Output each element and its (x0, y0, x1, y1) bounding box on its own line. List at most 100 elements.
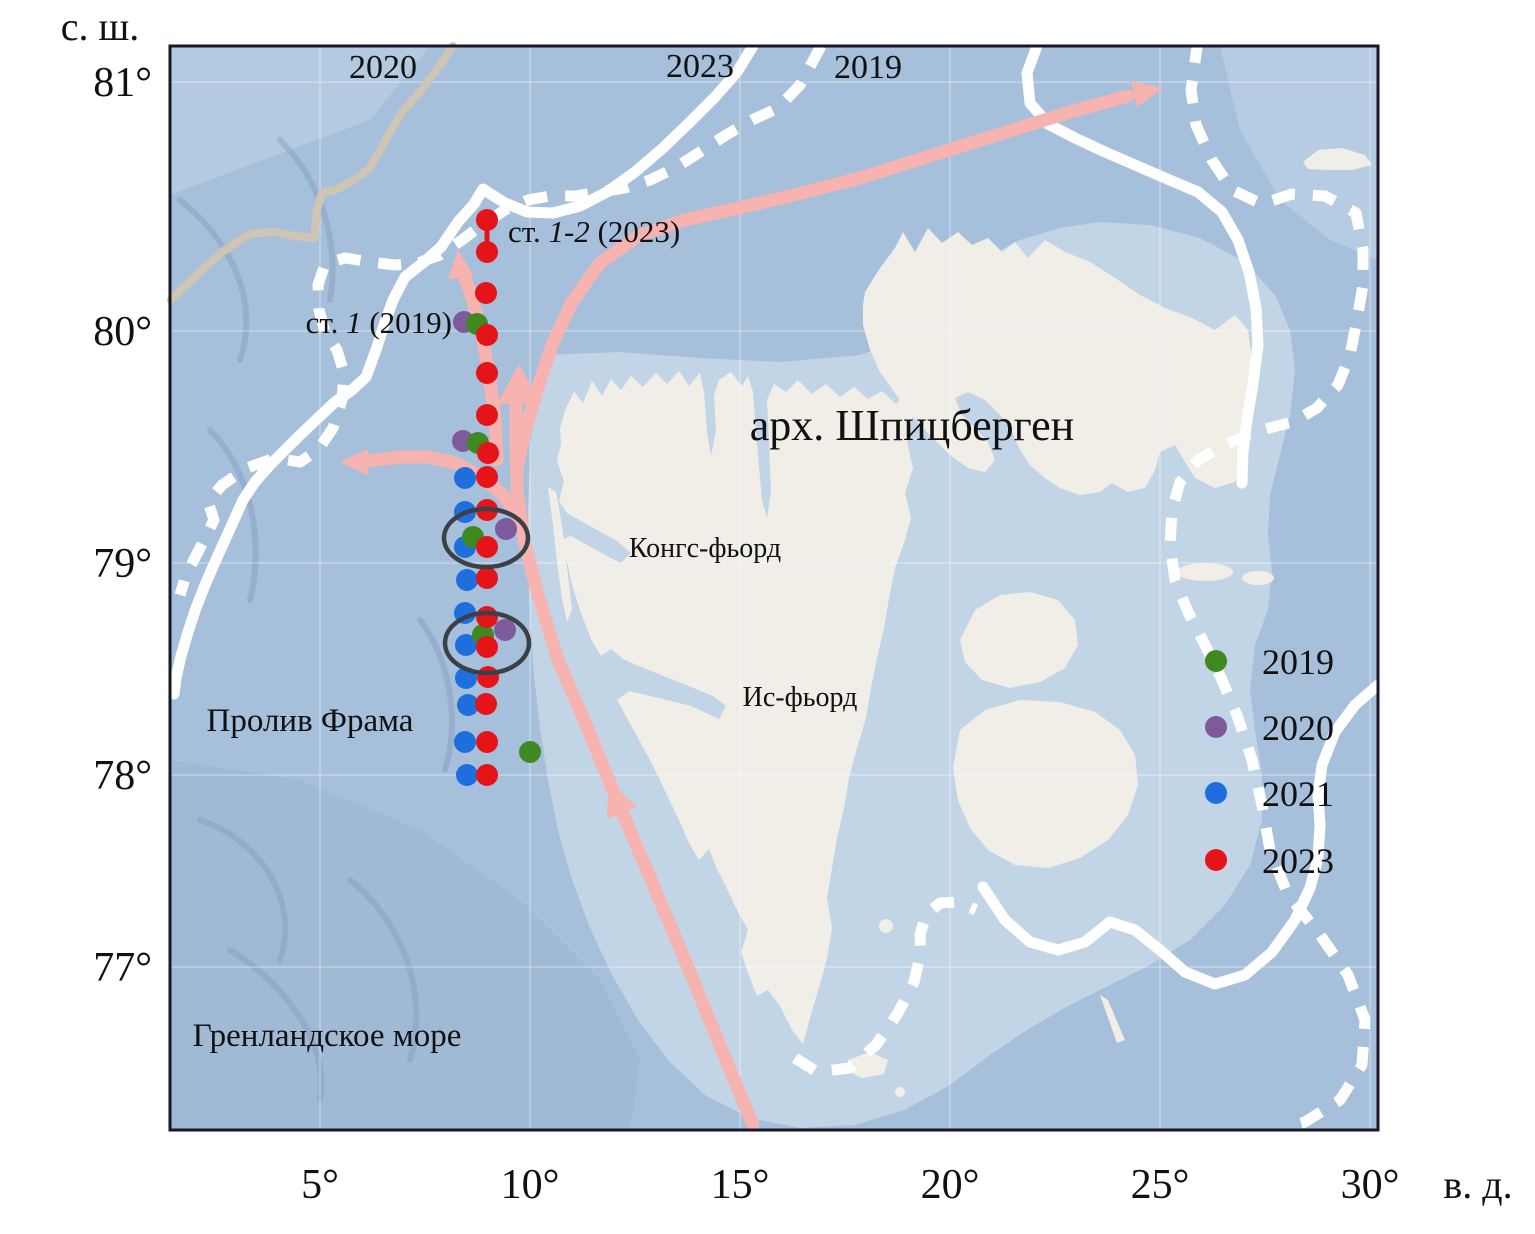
ice-edge-label-2019: 2019 (834, 49, 902, 86)
label-archipelago: арх. Шпицберген (750, 401, 1074, 450)
lon-axis-title: в. д. (1443, 1162, 1512, 1207)
current-arrows (340, 81, 1163, 1132)
kong-karls-land-island (1177, 563, 1233, 581)
legend-swatch-2023 (1205, 849, 1227, 871)
hopen-island (1100, 995, 1125, 1043)
station-dot-2023 (476, 362, 498, 384)
map-frame (168, 44, 1380, 1132)
label-fram-strait: Пролив Фрама (207, 703, 414, 739)
sea-deep-patch-sw (170, 760, 640, 1130)
sea-light-patch-nw (170, 46, 430, 195)
kvitoya-island (1303, 148, 1372, 170)
station-dot-2021 (454, 731, 476, 753)
station-dot-2023 (475, 693, 497, 715)
label-isfjord: Ис-фьорд (743, 682, 858, 713)
station-dot-2021 (456, 569, 478, 591)
sea-light-patch-ne (1220, 46, 1378, 260)
arrowhead-northeast (1131, 81, 1163, 107)
lat-tick-label: 79° (93, 541, 152, 587)
current-branch-west (361, 450, 527, 527)
station-label-suffix: (2019) (362, 305, 452, 340)
station-dot-2021 (455, 634, 477, 656)
legend-label-2023: 2023 (1262, 841, 1334, 881)
legend: 2019 2020 2021 2023 (1205, 642, 1334, 881)
station-dot-2021 (454, 467, 476, 489)
land-layer (548, 148, 1372, 1097)
lat-tick-labels: 81° 80° 79° 78° 77° (93, 60, 152, 991)
station-group-ellipse-south (442, 610, 532, 676)
station-dot-2023 (476, 466, 498, 488)
islet-sorkappoya (846, 1052, 888, 1078)
arrowhead-west (340, 449, 368, 475)
legend-item-2021: 2021 (1205, 774, 1334, 814)
label-greenland-sea: Гренландское море (193, 1018, 462, 1054)
legend-item-2023: 2023 (1205, 841, 1334, 881)
ice-edge-label-2023: 2023 (666, 48, 734, 85)
islet (895, 1087, 905, 1097)
station-label-prefix: ст. (306, 305, 346, 340)
lon-tick-labels: 5° 10° 15° 20° 25° 30° (301, 1162, 1399, 1208)
prins-karls-forland-island (548, 487, 572, 622)
nordaustlandet-island (863, 228, 1252, 495)
current-branch-north (456, 267, 504, 467)
arrowhead-north-small (448, 250, 474, 279)
arrowhead-main-north (497, 364, 541, 404)
legend-label-2019: 2019 (1262, 642, 1334, 682)
barentsoya-island (960, 592, 1078, 688)
station-dot-2023 (477, 666, 499, 688)
lat-tick-label: 78° (93, 753, 152, 799)
station-dot-2020 (495, 518, 517, 540)
legend-swatch-2021 (1205, 782, 1227, 804)
station-dot-2023 (476, 404, 498, 426)
station-dot-2023 (476, 636, 498, 658)
lat-tick-label: 81° (93, 60, 152, 106)
station-label-number: 1 (346, 305, 362, 340)
west-spitsbergen-current-main (509, 397, 760, 1132)
station-dot-2023 (477, 442, 499, 464)
station-label-suffix: (2023) (590, 214, 680, 249)
seafloor-texture (177, 137, 455, 1103)
lat-tick-label: 77° (93, 945, 152, 991)
label-station-1-2019: ст. 1 (2019) (306, 305, 452, 340)
lon-tick-label: 30° (1341, 1162, 1400, 1208)
station-dot-2023 (476, 567, 498, 589)
arrowhead-mid-shaft (607, 781, 637, 819)
station-dot-2023 (476, 764, 498, 786)
legend-swatch-2020 (1205, 716, 1227, 738)
ice-edge-2019-dashed (174, 39, 1371, 1134)
current-branch-northeast (510, 89, 1135, 475)
lon-tick-label: 15° (711, 1162, 770, 1208)
station-dot-2023 (476, 209, 498, 231)
station-label-prefix: ст. (508, 214, 548, 249)
station-dot-2023 (476, 731, 498, 753)
legend-label-2020: 2020 (1262, 708, 1334, 748)
lon-tick-label: 5° (301, 1162, 339, 1208)
lon-tick-label: 25° (1131, 1162, 1190, 1208)
islet (879, 919, 893, 933)
lon-tick-label: 20° (921, 1162, 980, 1208)
station-label-number: 1-2 (548, 214, 589, 249)
station-dot-2021 (456, 764, 478, 786)
station-group-ellipse-north (441, 506, 531, 570)
lon-tick-label: 10° (501, 1162, 560, 1208)
legend-item-2020: 2020 (1205, 708, 1334, 748)
station-dot-2019 (519, 741, 541, 763)
edgeoya-island (953, 700, 1138, 868)
lat-tick-label: 80° (93, 309, 152, 355)
kong-karls-land-east-island (1242, 571, 1274, 585)
station-dot-2023 (475, 282, 497, 304)
legend-label-2021: 2021 (1262, 774, 1334, 814)
label-kongsfjord: Конгс-фьорд (629, 533, 781, 564)
ice-edge-2020-line (167, 42, 457, 304)
station-dot-2023 (476, 536, 498, 558)
lat-axis-title: с. ш. (61, 4, 140, 49)
spitsbergen-island (557, 371, 913, 1044)
station-dot-2023 (476, 324, 498, 346)
station-dot-2023 (476, 241, 498, 263)
ice-edge-label-2020: 2020 (349, 49, 417, 86)
station-dot-2023 (476, 606, 498, 628)
station-dot-2020 (494, 619, 516, 641)
label-station-1-2-2023: ст. 1-2 (2023) (508, 214, 680, 249)
